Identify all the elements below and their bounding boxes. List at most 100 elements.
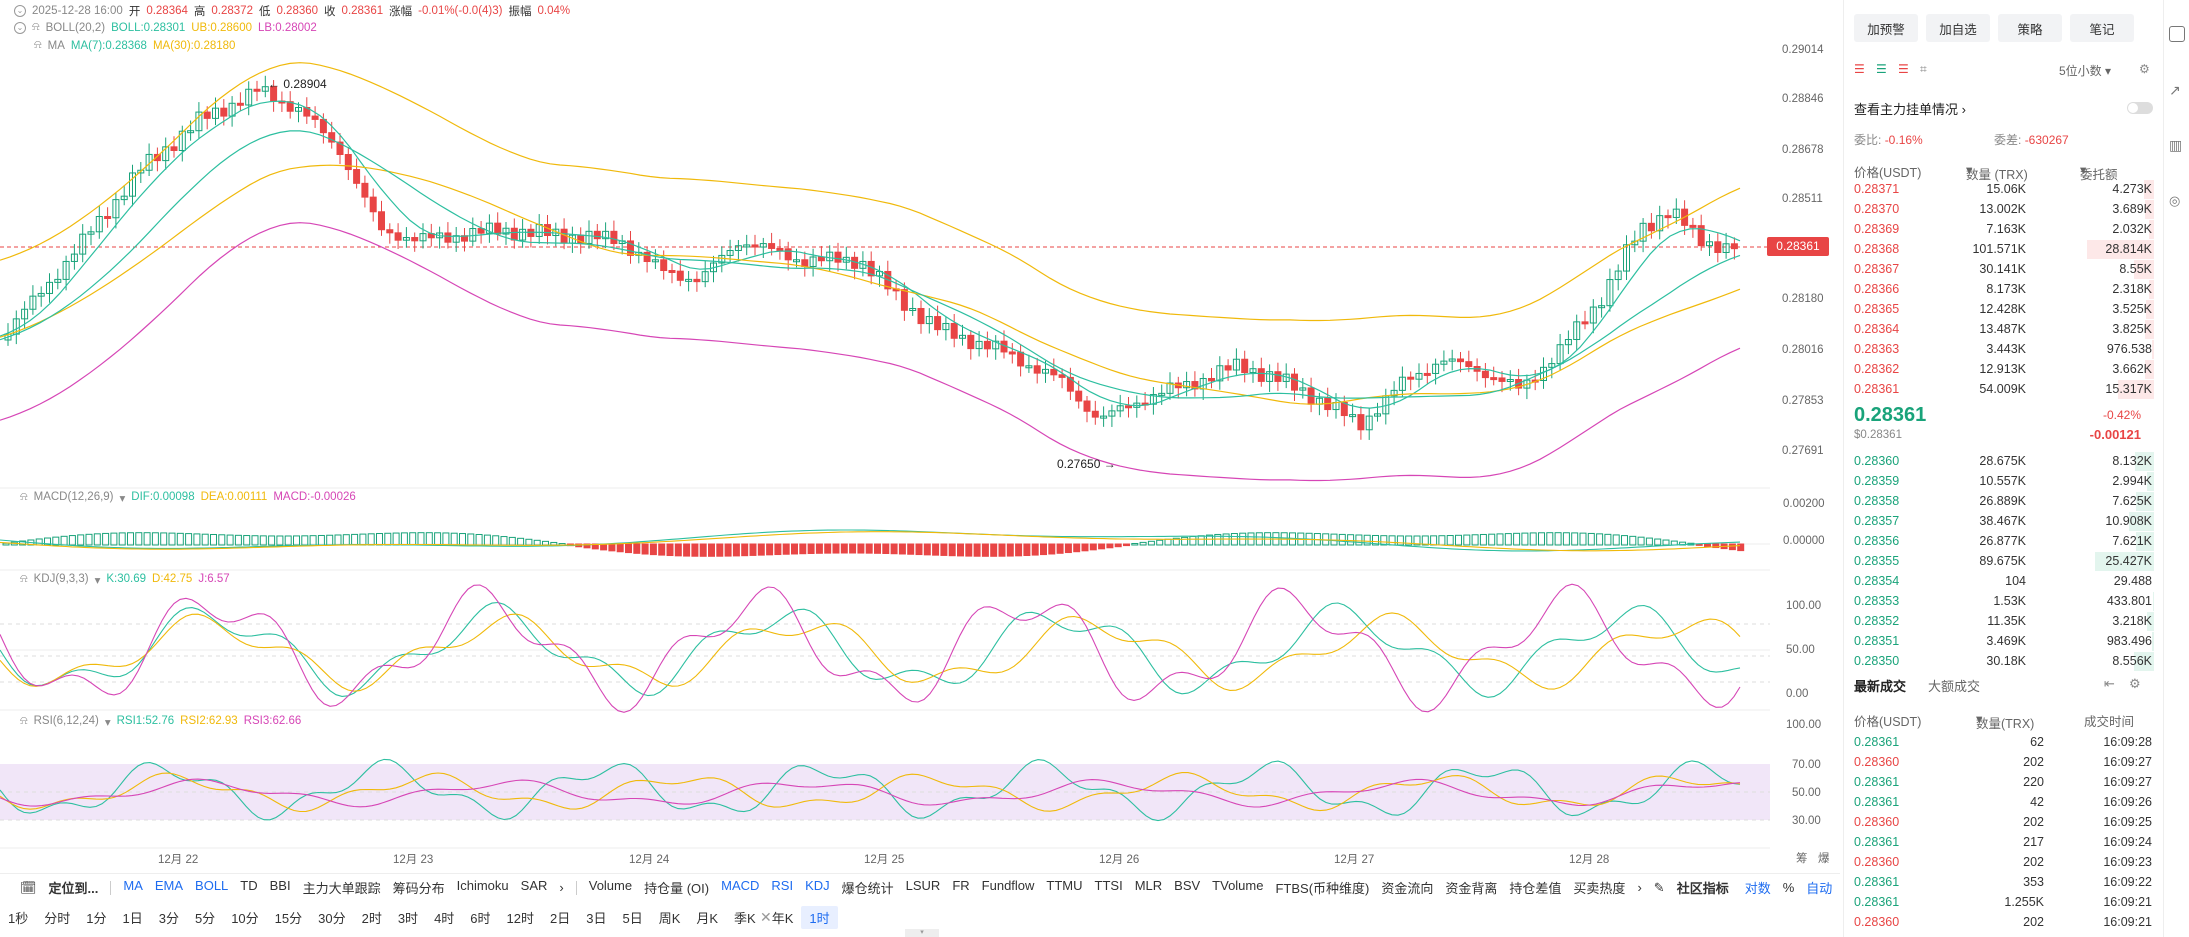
timeframe-9[interactable]: 2时 (361, 910, 382, 926)
orderbook-row[interactable]: 0.28352 11.35K 3.218K (1844, 612, 2164, 631)
timeframe-20[interactable]: 年K (771, 910, 794, 926)
timeframe-10[interactable]: 3时 (397, 910, 419, 926)
orderbook-asks-icon[interactable]: ☰ (1898, 62, 1909, 76)
main-indicator-3[interactable]: TD (240, 878, 258, 893)
ma-legend[interactable]: ⍾ MA MA(7):0.28368 MA(30):0.28180 (34, 39, 235, 52)
kdj-legend[interactable]: ⍾ KDJ(9,3,3) ▾ K:30.69 D:42.75 J:6.57 (20, 573, 230, 587)
sub-indicator-7[interactable]: FR (952, 878, 970, 893)
collapse-icon[interactable]: ⌄ (14, 5, 26, 17)
auto-scale-button[interactable]: 自动 (1806, 881, 1833, 896)
orderbook-row[interactable]: 0.28354 104 29.488 (1844, 572, 2164, 591)
orderbook-row[interactable]: 0.28361 54.009K 15.317K (1844, 380, 2164, 399)
sub-indicator-6[interactable]: LSUR (905, 878, 941, 893)
collapse-handle[interactable]: ▾ (905, 929, 939, 937)
panel-button-2[interactable]: 策略 (1998, 14, 2062, 42)
orderbook-row[interactable]: 0.28359 10.557K 2.994K (1844, 472, 2164, 491)
view-main-orders[interactable]: 查看主力挂单情况 › (1854, 102, 1966, 117)
orderbook-row[interactable]: 0.28366 8.173K 2.318K (1844, 280, 2164, 299)
timeframe-12[interactable]: 6时 (470, 910, 491, 926)
main-indicator-5[interactable]: 主力大单跟踪 (302, 881, 381, 896)
orderbook-row[interactable]: 0.28355 89.675K 25.427K (1844, 552, 2164, 571)
timeframe-18[interactable]: 月K (696, 910, 719, 926)
kline-chart[interactable] (0, 0, 1840, 870)
sub-indicator-18[interactable]: 买卖热度 (1573, 881, 1626, 896)
log-scale-button[interactable]: 对数 (1744, 881, 1771, 896)
sub-indicator-16[interactable]: 资金背离 (1445, 881, 1498, 896)
calendar-icon[interactable]: 🗓 (20, 879, 37, 895)
sub-indicator-2[interactable]: MACD (721, 878, 760, 893)
sub-indicator-1[interactable]: 持仓量 (OI) (644, 881, 710, 896)
timeframe-19[interactable]: 季K (734, 910, 756, 926)
locate-button[interactable]: 定位到... (48, 881, 99, 896)
chip-distribution-toggle[interactable]: 筹 (1796, 853, 1808, 865)
chevron-right-icon[interactable]: › (559, 880, 564, 895)
sub-indicator-10[interactable]: TTSI (1094, 878, 1123, 893)
sub-indicator-13[interactable]: TVolume (1212, 878, 1264, 893)
tab-latest-trades[interactable]: 最新成交 (1854, 679, 1907, 694)
bar-chart-icon[interactable]: ▥ (2169, 137, 2183, 153)
macd-legend[interactable]: ⍾ MACD(12,26,9) ▾ DIF:0.00098 DEA:0.0011… (20, 491, 356, 505)
orderbook-row[interactable]: 0.28363 3.443K 976.538 (1844, 340, 2164, 359)
orderbook-row[interactable]: 0.28367 30.141K 8.55K (1844, 260, 2164, 279)
orderbook-bids-icon[interactable]: ☰ (1876, 62, 1887, 76)
main-indicator-6[interactable]: 筹码分布 (392, 881, 445, 896)
tab-large-trades[interactable]: 大额成交 (1928, 679, 1981, 694)
timeframe-4[interactable]: 3分 (158, 910, 179, 926)
col-trade-qty[interactable]: 数量(TRX) ▾ (1976, 712, 2035, 731)
timeframe-3[interactable]: 1日 (122, 910, 143, 926)
orderbook-row[interactable]: 0.28350 30.18K 8.556K (1844, 652, 2164, 671)
sub-indicator-17[interactable]: 持仓差值 (1509, 881, 1562, 896)
filter-icon[interactable]: ⇤ (2104, 676, 2115, 691)
panel-button-3[interactable]: 笔记 (2070, 14, 2134, 42)
orderbook-row[interactable]: 0.28365 12.428K 3.525K (1844, 300, 2164, 319)
orderbook-both-icon[interactable]: ☰ (1854, 62, 1865, 76)
chart-area[interactable]: ⌄ 2025-12-28 16:00 开 0.28364 高 0.28372 低 0.… (0, 0, 1840, 870)
timeframe-7[interactable]: 15分 (274, 910, 303, 926)
panel-button-0[interactable]: 加预警 (1854, 14, 1918, 42)
orderbook-row[interactable]: 0.28360 28.675K 8.132K (1844, 452, 2164, 471)
chevron-down-icon[interactable]: ▾ (104, 717, 111, 729)
sub-indicator-5[interactable]: 爆仓统计 (841, 881, 894, 896)
sub-indicator-4[interactable]: KDJ (805, 878, 830, 893)
trend-icon[interactable]: ↗ (2169, 82, 2181, 98)
orderbook-row[interactable]: 0.28371 15.06K 4.273K (1844, 180, 2164, 199)
timeframe-15[interactable]: 3日 (586, 910, 607, 926)
timeframe-6[interactable]: 10分 (231, 910, 259, 926)
orderbook-row[interactable]: 0.28356 26.877K 7.621K (1844, 532, 2164, 551)
main-indicator-0[interactable]: MA (123, 878, 143, 893)
orderbook-row[interactable]: 0.28353 1.53K 433.801 (1844, 592, 2164, 611)
timeframe-0[interactable]: 1秒 (8, 910, 29, 926)
main-indicator-8[interactable]: SAR (520, 878, 548, 893)
main-orders-toggle[interactable] (2127, 102, 2153, 114)
sub-indicator-3[interactable]: RSI (771, 878, 794, 893)
collapse-icon[interactable]: ⌄ (14, 21, 26, 34)
close-icon[interactable]: ✕ (760, 909, 772, 925)
col-amount[interactable]: 委托额 ▾ (2080, 163, 2118, 182)
timeframe-13[interactable]: 12时 (506, 910, 534, 926)
main-indicator-1[interactable]: EMA (154, 878, 184, 893)
sub-indicator-15[interactable]: 资金流向 (1381, 881, 1434, 896)
main-indicator-4[interactable]: BBI (269, 878, 291, 893)
orderbook-row[interactable]: 0.28369 7.163K 2.032K (1844, 220, 2164, 239)
calendar-icon[interactable] (2169, 26, 2185, 42)
orderbook-row[interactable]: 0.28370 13.002K 3.689K (1844, 200, 2164, 219)
settings-icon[interactable]: ⚙ (2139, 62, 2150, 76)
edit-icon[interactable]: ✎ (1653, 879, 1665, 895)
sub-indicator-8[interactable]: Fundflow (981, 878, 1035, 893)
sub-indicator-9[interactable]: TTMU (1046, 878, 1083, 893)
orderbook-row[interactable]: 0.28358 26.889K 7.625K (1844, 492, 2164, 511)
sub-indicator-12[interactable]: BSV (1174, 878, 1201, 893)
orderbook-row[interactable]: 0.28357 38.467K 10.908K (1844, 512, 2164, 531)
chevron-down-icon[interactable]: ▾ (119, 493, 126, 505)
timeframe-8[interactable]: 30分 (318, 910, 346, 926)
orderbook-row[interactable]: 0.28362 12.913K 3.662K (1844, 360, 2164, 379)
timeframe-11[interactable]: 4时 (434, 910, 455, 926)
sub-indicator-11[interactable]: MLR (1134, 878, 1163, 893)
orderbook-row[interactable]: 0.28364 13.487K 3.825K (1844, 320, 2164, 339)
timeframe-2[interactable]: 1分 (86, 910, 107, 926)
decimals-select[interactable]: 5位小数 ▾ (2059, 64, 2112, 78)
timeframe-1[interactable]: 分时 (44, 910, 71, 926)
timeframe-21[interactable]: 1时 (801, 905, 838, 929)
chevron-down-icon[interactable]: ▾ (94, 575, 101, 587)
sub-indicator-14[interactable]: FTBS(币种维度) (1275, 881, 1370, 896)
